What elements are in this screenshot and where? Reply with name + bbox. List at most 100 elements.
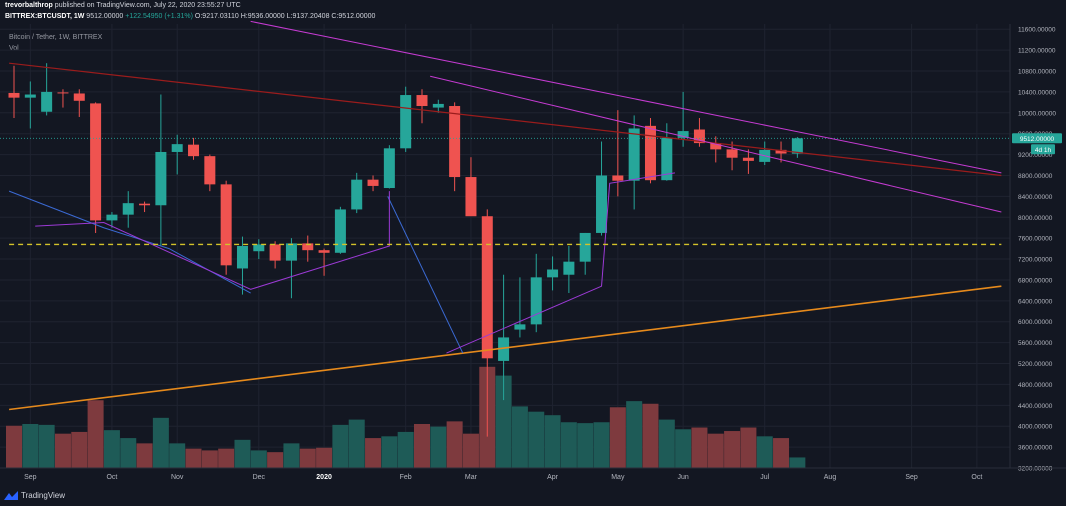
candle-body <box>285 243 297 261</box>
price-chart[interactable]: 11600.00000 11200.00000 10800.00000 10400.0… <box>0 0 1066 486</box>
volume-bar <box>511 406 528 468</box>
candle-body <box>612 175 624 181</box>
published-text: published on TradingView.com, July 22, 2… <box>54 2 241 9</box>
candle-body <box>596 175 608 233</box>
x-tick-label: Mar <box>465 474 478 481</box>
volume-bar <box>414 424 430 468</box>
author-line: trevorbalthrop published on TradingView.… <box>5 2 241 9</box>
y-tick-label: 8400.00000 <box>1018 194 1053 201</box>
candle-body <box>400 95 412 149</box>
volume-bar <box>544 415 561 468</box>
candle-body <box>628 128 640 181</box>
y-tick-label: 6800.00000 <box>1018 277 1053 284</box>
y-tick-label: 11600.00000 <box>1018 27 1056 34</box>
volume-bar <box>740 427 757 468</box>
orange-support <box>9 285 1002 411</box>
candle-body <box>318 250 330 253</box>
x-tick-label: Jun <box>677 474 688 481</box>
candle-body <box>90 103 102 221</box>
magenta-upper <box>250 20 1002 174</box>
countdown-tag <box>1031 144 1055 155</box>
x-tick-label: Apr <box>547 474 559 481</box>
volume-bar <box>103 430 120 468</box>
y-tick-label: 7200.00000 <box>1018 257 1053 264</box>
volume-bar <box>120 438 137 468</box>
candle-body <box>253 244 265 252</box>
volume-bar <box>462 433 479 468</box>
y-tick-label: 8000.00000 <box>1018 215 1053 222</box>
volume-bar <box>299 448 316 468</box>
volume-bar <box>185 448 202 468</box>
candle-body <box>269 244 281 261</box>
candle-body <box>367 179 379 186</box>
author-name[interactable]: trevorbalthrop <box>5 2 53 9</box>
series-title: Bitcoin / Tether, 1W, BITTREX <box>9 34 103 41</box>
volume-bars <box>6 366 806 468</box>
y-tick-label: 8800.00000 <box>1018 173 1053 180</box>
volume-bar <box>724 431 741 468</box>
x-tick-label: Dec <box>253 474 266 481</box>
tradingview-logo-icon <box>4 491 18 500</box>
candle-body <box>481 216 493 359</box>
chart-header: trevorbalthrop published on TradingView.… <box>0 0 1010 24</box>
volume-bar <box>218 448 235 468</box>
volume-bar <box>38 424 55 468</box>
candle-body <box>677 131 689 138</box>
y-tick-label: 10800.00000 <box>1018 69 1056 76</box>
volume-bar <box>446 421 463 468</box>
ohlc-values: O:9217.03110 H:9536.00000 L:9137.20408 C… <box>194 13 376 20</box>
candle-body <box>563 261 575 275</box>
last-price-tag <box>1012 133 1062 144</box>
candle-body <box>791 138 803 154</box>
candle-body <box>334 209 346 253</box>
volume-bar <box>152 417 169 468</box>
candle-body <box>547 269 559 278</box>
x-tick-label: Sep <box>905 474 918 481</box>
candle-body <box>514 324 526 330</box>
chart-legend: Bitcoin / Tether, 1W, BITTREX Vol <box>9 32 102 54</box>
x-tick-label: May <box>611 474 625 481</box>
volume-bar <box>365 438 382 468</box>
candle-body <box>188 144 200 157</box>
candle-body <box>73 93 85 101</box>
volume-bar <box>250 450 267 468</box>
x-tick-label: Feb <box>400 474 412 481</box>
candle-body <box>171 144 183 152</box>
ohlc-line: BITTREX:BTCUSDT, 1W 9512.00000 +122.5495… <box>5 13 375 20</box>
axes: 11600.00000 11200.00000 10800.00000 10400.0… <box>0 24 1066 481</box>
x-tick-label: Sep <box>24 474 37 481</box>
candle-body <box>644 125 656 181</box>
candle-body <box>24 94 36 98</box>
brand-name: TradingView <box>21 491 66 500</box>
tradingview-logo[interactable]: TradingView <box>4 491 65 500</box>
x-tick-label: Aug <box>824 474 837 481</box>
blue-path-2 <box>387 196 464 354</box>
candle-body <box>106 214 118 221</box>
footer: TradingView <box>0 486 1066 506</box>
x-tick-label: 2020 <box>316 474 332 481</box>
candle-body <box>302 243 314 251</box>
volume-bar <box>609 407 626 468</box>
candle-body <box>775 149 787 154</box>
candle-body <box>710 143 722 150</box>
y-tick-label: 5600.00000 <box>1018 340 1053 347</box>
volume-bar <box>348 419 365 468</box>
candle-body <box>498 337 510 361</box>
volume-bar <box>316 447 333 468</box>
candle-body <box>742 157 754 161</box>
volume-bar <box>267 452 284 468</box>
candle-body <box>57 92 69 94</box>
price-change: +122.54950 (+1.31%) <box>125 13 193 20</box>
y-tick-label: 10400.00000 <box>1018 89 1056 96</box>
x-tick-label: Oct <box>106 474 117 481</box>
y-tick-label: 5200.00000 <box>1018 361 1053 368</box>
volume-bar <box>169 443 186 468</box>
candle-body <box>122 203 134 215</box>
candle-body <box>155 151 167 206</box>
y-tick-label: 6400.00000 <box>1018 298 1053 305</box>
magenta-lower <box>430 75 1002 213</box>
candle-body <box>139 203 151 206</box>
y-tick-label: 4800.00000 <box>1018 382 1053 389</box>
candle-body <box>8 92 20 98</box>
volume-bar <box>22 424 39 468</box>
